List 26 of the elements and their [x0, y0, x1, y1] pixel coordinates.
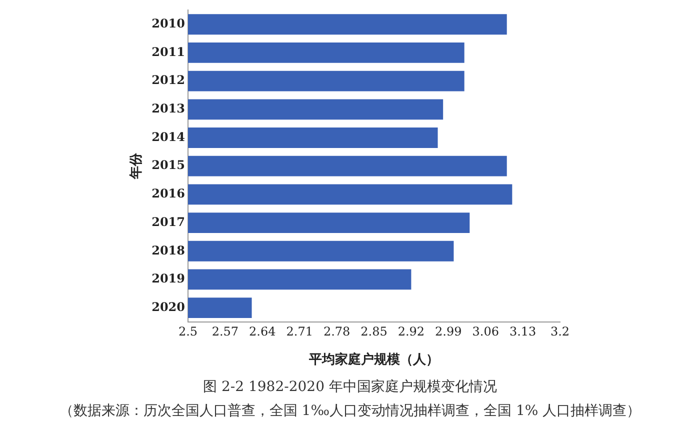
y-tick-label: 2013 [152, 102, 185, 116]
y-tick-label: 2014 [152, 130, 185, 144]
y-tick-label: 2011 [152, 44, 185, 59]
x-tick-label: 2.71 [286, 324, 313, 338]
text: （数据来源：历次全国人口普查，全国 1‰人口变动情况抽样调查，全国 1% 人口抽样调查） [58, 402, 642, 420]
y-tick-label: 2016 [152, 186, 185, 201]
x-tick-label: 2.92 [398, 324, 425, 338]
y-tick-label: 2012 [152, 73, 185, 88]
x-tick-label: 2.78 [323, 324, 350, 338]
y-tick-label: 2018 [152, 243, 185, 258]
y-tick-label: 2019 [152, 272, 185, 286]
x-tick-label: 2.57 [212, 324, 239, 338]
y-axis-title: 年份 [129, 152, 144, 180]
x-tick-label: 3.2 [550, 324, 570, 338]
x-tick-label: 2.64 [249, 324, 276, 338]
x-tick-label: 2.85 [360, 324, 388, 338]
x-axis-title: 平均家庭户规模（人） [308, 352, 439, 368]
x-tick-label: 2.99 [435, 324, 462, 338]
y-tick-label: 2010 [152, 16, 185, 30]
y-tick-label: 2015 [152, 158, 185, 172]
x-tick-label: 2.5 [178, 324, 198, 338]
y-tick-label: 2020 [152, 300, 185, 314]
text: 图 2-2 1982-2020 年中国家庭户规模变化情况 [202, 378, 498, 396]
x-tick-label: 3.13 [509, 324, 536, 338]
y-tick-label: 2017 [152, 214, 185, 229]
x-tick-label: 3.06 [472, 324, 499, 338]
